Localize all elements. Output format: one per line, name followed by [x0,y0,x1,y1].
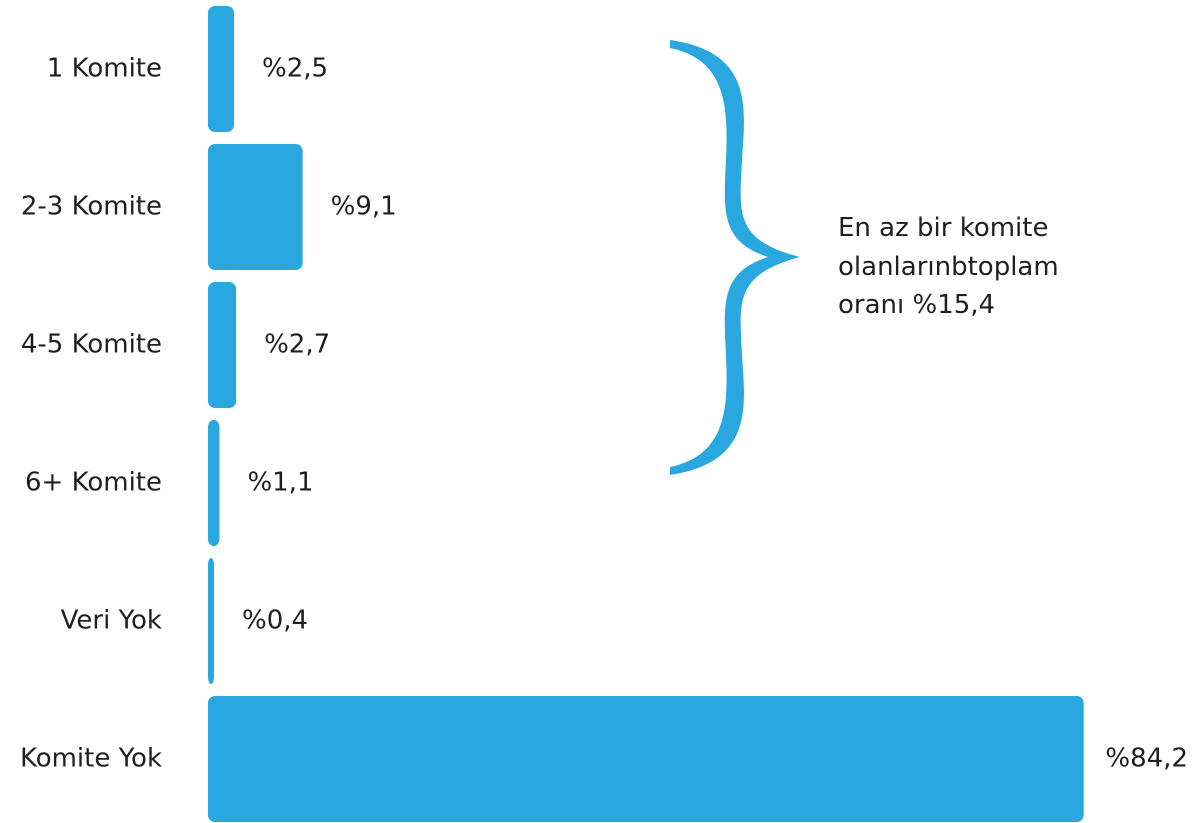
brace-annotation: En az bir komite olanlarınbtoplam oranı … [838,213,1064,320]
bar-komite-yok [208,696,1084,822]
category-labels: 1 Komite 2-3 Komite 4-5 Komite 6+ Komite Ver… [20,54,162,774]
annotation-line-2: olanlarınbtoplam [838,252,1059,282]
value-label: %0,4 [242,606,308,636]
value-label: %2,7 [264,330,330,360]
value-label: %1,1 [247,468,313,498]
curly-brace-icon [670,40,800,475]
bar-6-komite [208,420,220,546]
bar-veri-yok [208,558,214,684]
value-label: %9,1 [331,192,397,222]
category-label: Veri Yok [61,606,162,636]
category-label: 6+ Komite [25,468,162,498]
bar-1-komite [208,6,234,132]
category-label: Komite Yok [20,744,162,774]
bar-4-5-komite [208,282,237,408]
category-label: 4-5 Komite [21,330,162,360]
value-label: %2,5 [262,54,328,84]
bars-group [208,6,1084,822]
annotation-line-3: oranı %15,4 [838,290,995,320]
category-label: 2-3 Komite [21,192,162,222]
category-label: 1 Komite [47,54,162,84]
value-label: %84,2 [1105,744,1188,774]
annotation-line-1: En az bir komite [838,213,1048,243]
bar-2-3-komite [208,144,303,270]
value-labels: %2,5 %9,1 %2,7 %1,1 %0,4 %84,2 [242,54,1188,774]
